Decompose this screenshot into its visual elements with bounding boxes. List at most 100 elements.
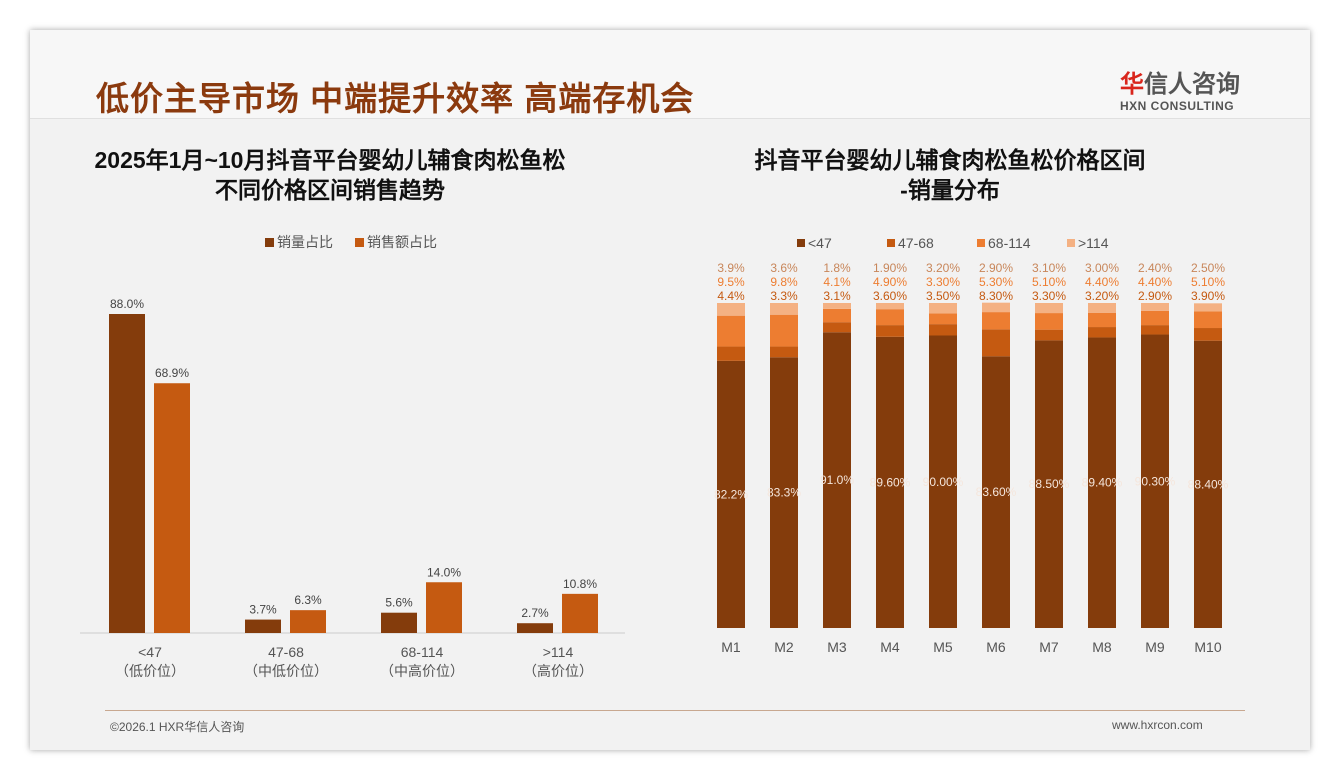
stacked-bar-segment (770, 314, 798, 347)
data-label: 3.20% (926, 261, 960, 275)
left-title-line1: 2025年1月~10月抖音平台婴幼儿辅食肉松鱼松 (94, 147, 566, 173)
bar (517, 623, 553, 633)
right-title-line1: 抖音平台婴幼儿辅食肉松鱼松价格区间 (754, 147, 1146, 173)
legend-label: 68-114 (988, 235, 1031, 251)
data-label: 90.30% (1135, 474, 1176, 488)
right-title-line2: -销量分布 (900, 177, 1000, 203)
stacked-bar-segment (770, 303, 798, 315)
bar (245, 619, 281, 633)
stacked-bar-segment (770, 346, 798, 358)
x-tick-label: M4 (880, 639, 900, 655)
data-label: 3.9% (717, 261, 745, 275)
x-tick-label: 68-114 (401, 644, 444, 660)
data-label: 3.20% (1085, 289, 1119, 303)
logo-red: 华 (1120, 71, 1144, 98)
stacked-bar-segment (929, 303, 957, 314)
left-chart-title: 2025年1月~10月抖音平台婴幼儿辅食肉松鱼松 不同价格区间销售趋势 (50, 145, 610, 205)
x-tick-label: M3 (827, 639, 847, 655)
data-label: 9.8% (770, 275, 798, 289)
data-label: 3.50% (926, 289, 960, 303)
stacked-bar-segment (1194, 311, 1222, 329)
data-label: 2.90% (1138, 289, 1172, 303)
stacked-bar-segment (823, 322, 851, 333)
stacked-bar-segment (823, 308, 851, 323)
footer-url: www.hxrcon.com (1112, 718, 1203, 732)
footer-divider (105, 710, 1245, 711)
legend-swatch (797, 239, 805, 247)
stacked-bar-segment (1141, 310, 1169, 326)
right-chart-title: 抖音平台婴幼儿辅食肉松鱼松价格区间 -销量分布 (690, 145, 1210, 205)
logo-en: HXN CONSULTING (1120, 99, 1235, 113)
legend-label: 销售额占比 (367, 234, 437, 250)
stacked-bar-segment (982, 312, 1010, 330)
data-label: 10.8% (563, 577, 597, 591)
data-label: 68.9% (155, 366, 189, 380)
data-label: 3.30% (926, 275, 960, 289)
x-tick-sublabel: （中高价位） (380, 663, 464, 679)
data-label: 88.50% (1029, 477, 1070, 491)
data-label: 89.60% (870, 475, 911, 489)
data-label: 3.30% (1032, 289, 1066, 303)
data-label: 4.1% (823, 275, 851, 289)
data-label: 3.00% (1085, 261, 1119, 275)
stacked-bar-segment (876, 303, 904, 310)
data-label: 4.40% (1138, 275, 1172, 289)
data-label: 3.3% (770, 289, 798, 303)
bar (109, 314, 145, 633)
stacked-bar-segment (1194, 303, 1222, 312)
stacked-bar-segment (1141, 334, 1169, 628)
stacked-bar-segment (823, 303, 851, 309)
data-label: 88.40% (1188, 477, 1229, 491)
data-label: 89.40% (1082, 476, 1123, 490)
x-tick-label: M8 (1092, 639, 1112, 655)
data-label: 3.10% (1032, 261, 1066, 275)
legend-swatch (355, 238, 364, 247)
data-label: 3.60% (873, 289, 907, 303)
data-label: 3.1% (823, 289, 851, 303)
stacked-bar-segment (1141, 325, 1169, 335)
data-label: 5.10% (1191, 275, 1225, 289)
data-label: 2.50% (1191, 261, 1225, 275)
data-label: 9.5% (717, 275, 745, 289)
data-label: 88.0% (110, 297, 144, 311)
footer-copyright: ©2026.1 HXR华信人咨询 (110, 720, 245, 734)
stacked-bar-segment (1088, 327, 1116, 338)
stacked-bar-segment (876, 325, 904, 337)
bar (381, 612, 417, 633)
data-label: 90.00% (923, 475, 964, 489)
stacked-bar-segment (929, 324, 957, 336)
stacked-bar-segment (823, 332, 851, 628)
x-tick-sublabel: （中低价位） (244, 663, 328, 679)
stacked-bar-segment (929, 335, 957, 628)
data-label: 2.90% (979, 261, 1013, 275)
legend-label: 销量占比 (277, 234, 333, 250)
stacked-bar-segment (717, 360, 745, 628)
stacked-bar-segment (717, 303, 745, 316)
stacked-bar-segment (982, 302, 1010, 313)
stacked-bar-segment (1035, 329, 1063, 341)
data-label: 83.3% (767, 486, 801, 500)
header: 低价主导市场 中端提升效率 高端存机会 华信人咨询 HXN CONSULTING (30, 30, 1310, 119)
data-label: 3.6% (770, 261, 798, 275)
x-tick-label: M6 (986, 639, 1006, 655)
legend-label: <47 (808, 235, 832, 251)
bar (290, 610, 326, 633)
legend-label: >114 (1078, 235, 1109, 251)
legend-swatch (977, 239, 985, 247)
stacked-bar-segment (1194, 328, 1222, 341)
data-label: 2.7% (521, 606, 549, 620)
legend-swatch (887, 239, 895, 247)
data-label: 83.60% (976, 485, 1017, 499)
data-label: 5.6% (385, 596, 413, 610)
stacked-bar-segment (1035, 303, 1063, 314)
legend-swatch (1067, 239, 1075, 247)
data-label: 1.8% (823, 261, 851, 275)
data-label: 82.2% (714, 487, 748, 501)
logo: 华信人咨询 HXN CONSULTING (1120, 64, 1240, 113)
stacked-bar-segment (1035, 313, 1063, 330)
x-tick-sublabel: （低价位） (115, 663, 185, 679)
data-label: 1.90% (873, 261, 907, 275)
data-label: 4.4% (717, 289, 745, 303)
stacked-bar-segment (1088, 337, 1116, 628)
